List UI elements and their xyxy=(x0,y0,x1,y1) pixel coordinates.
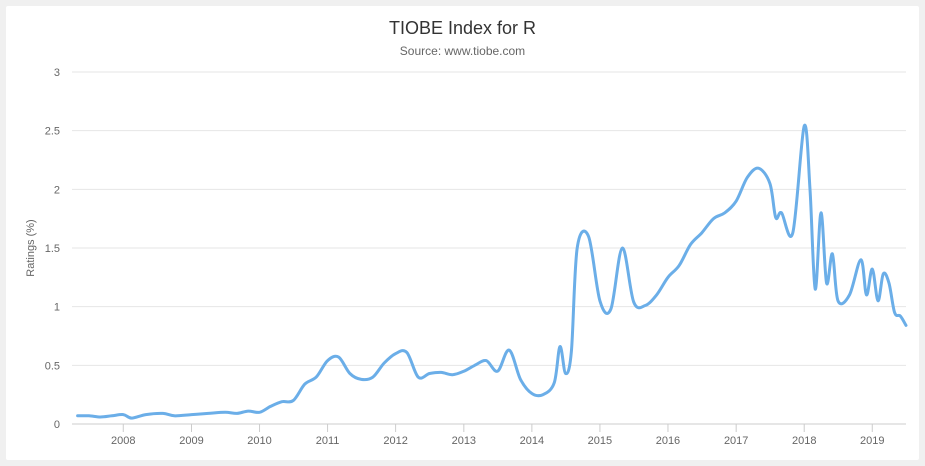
chart-title: TIOBE Index for R xyxy=(388,18,537,38)
x-tick-label: 2018 xyxy=(792,435,816,447)
x-tick-label: 2008 xyxy=(111,435,135,447)
series-line[interactable] xyxy=(76,123,908,420)
y-tick-label: 2 xyxy=(54,184,60,196)
y-tick-label: 0.5 xyxy=(45,360,60,372)
x-tick-label: 2019 xyxy=(860,435,884,447)
series-group xyxy=(76,123,908,420)
y-axis-ticks: 0 0.5 1 1.5 2 2.5 3 xyxy=(45,67,60,431)
chart-panel: TIOBE Index for R Source: www.tiobe.com … xyxy=(6,6,919,460)
x-tick-label: 2013 xyxy=(452,435,476,447)
x-tick-label: 2011 xyxy=(316,435,340,447)
x-axis-ticks: 2008 2009 2010 2011 2012 2013 2014 2015 2016 2017… xyxy=(111,424,885,447)
x-tick-label: 2009 xyxy=(179,435,203,447)
line-chart: 00.511.522.53 2008 2009 2010 2011 2012 2013 20… xyxy=(25,67,908,447)
x-tick-label: 2017 xyxy=(724,435,748,447)
x-tick-label: 2012 xyxy=(383,435,407,447)
x-tick-label: 2014 xyxy=(520,435,544,447)
y-tick-label: 1.5 xyxy=(45,243,60,255)
grid-lines xyxy=(72,71,906,425)
x-tick-label: 2016 xyxy=(656,435,680,447)
x-tick-label: 2015 xyxy=(588,435,612,447)
y-tick-label: 3 xyxy=(54,67,60,79)
y-tick-label: 2.5 xyxy=(45,126,60,138)
y-tick-label: 1 xyxy=(54,302,60,314)
x-tick-label: 2010 xyxy=(247,435,271,447)
y-axis-title: Ratings (%) xyxy=(25,219,37,276)
chart-subtitle: Source: www.tiobe.com xyxy=(399,44,526,58)
y-tick-label: 0 xyxy=(54,419,60,431)
